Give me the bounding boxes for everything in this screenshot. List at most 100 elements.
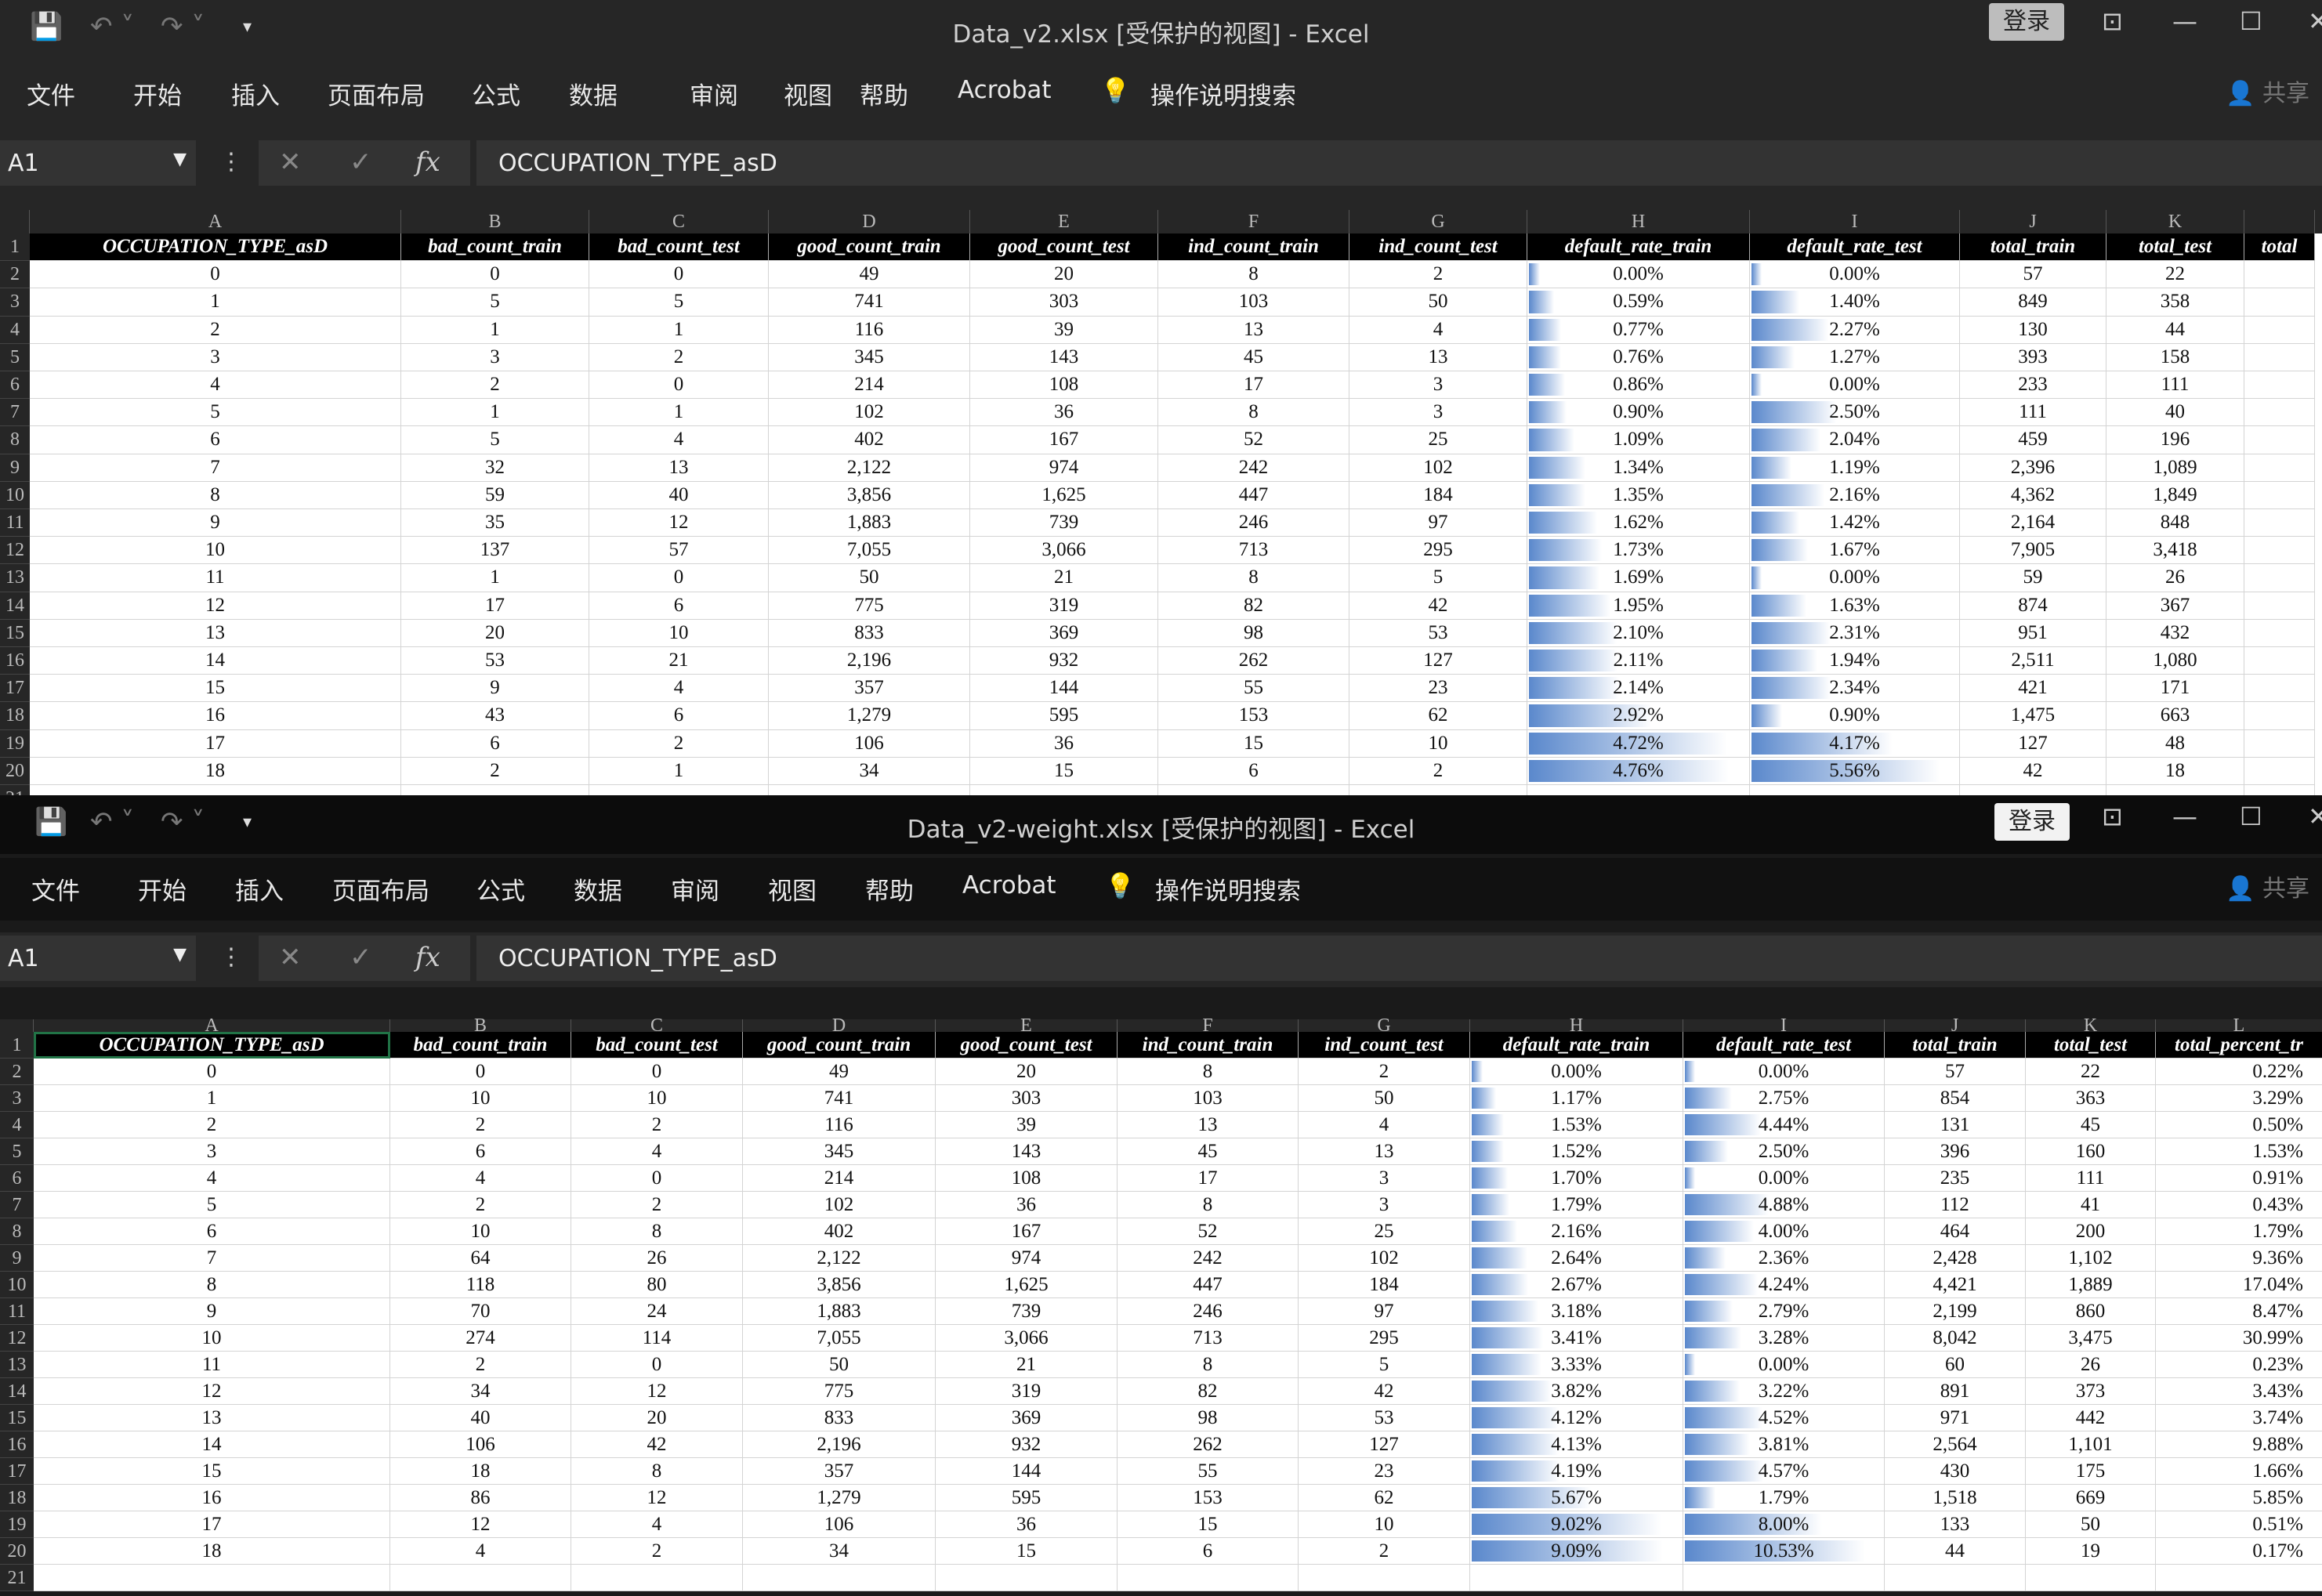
- table-cell[interactable]: 2: [1349, 261, 1527, 289]
- table-cell[interactable]: 36: [970, 399, 1158, 427]
- table-cell[interactable]: 1.53%: [1470, 1112, 1683, 1138]
- login-button[interactable]: 登录: [1994, 803, 2070, 841]
- tell-me-search[interactable]: 操作说明搜索: [1150, 82, 1296, 110]
- table-cell[interactable]: 739: [936, 1298, 1118, 1325]
- table-cell[interactable]: 171: [2106, 675, 2244, 703]
- table-cell[interactable]: 1: [34, 1085, 390, 1112]
- table-cell[interactable]: 0: [589, 371, 769, 400]
- table-cell[interactable]: 42: [571, 1431, 743, 1458]
- table-cell[interactable]: 5: [34, 1192, 390, 1218]
- row-header[interactable]: 10: [0, 481, 30, 509]
- table-cell[interactable]: 2.92%: [1527, 702, 1750, 730]
- table-cell[interactable]: 369: [970, 619, 1158, 647]
- table-cell[interactable]: 45: [1118, 1138, 1299, 1165]
- table-cell[interactable]: 1,625: [936, 1272, 1118, 1298]
- table-cell[interactable]: 13: [589, 454, 769, 482]
- table-cell[interactable]: 167: [970, 426, 1158, 454]
- column-header[interactable]: F: [1158, 210, 1349, 233]
- table-cell[interactable]: 833: [743, 1405, 936, 1431]
- table-cell[interactable]: 3: [1349, 371, 1527, 400]
- table-cell[interactable]: 12: [571, 1378, 743, 1405]
- table-cell[interactable]: 2: [571, 1538, 743, 1565]
- table-cell[interactable]: 0.00%: [1750, 371, 1960, 400]
- table-cell[interactable]: 8: [1158, 261, 1349, 289]
- ribbon-tab[interactable]: 公式: [472, 82, 520, 110]
- table-cell[interactable]: 80: [571, 1272, 743, 1298]
- table-cell[interactable]: 4.44%: [1683, 1112, 1885, 1138]
- table-cell[interactable]: 55: [1158, 675, 1349, 703]
- table-cell[interactable]: 15: [1158, 729, 1349, 758]
- table-cell[interactable]: 775: [743, 1378, 936, 1405]
- more-options-icon[interactable]: ⋮: [219, 943, 243, 971]
- table-cell[interactable]: 2: [401, 757, 589, 785]
- ribbon-tab[interactable]: 页面布局: [332, 878, 429, 906]
- table-cell[interactable]: 144: [970, 675, 1158, 703]
- table-cell[interactable]: 833: [769, 619, 970, 647]
- ribbon-tab[interactable]: 开始: [138, 878, 187, 906]
- table-cell[interactable]: 9.88%: [2156, 1431, 2322, 1458]
- table-cell[interactable]: 13: [1349, 343, 1527, 371]
- table-cell[interactable]: 52: [1158, 426, 1349, 454]
- table-cell[interactable]: 55: [1118, 1458, 1299, 1485]
- table-cell[interactable]: 50: [1349, 288, 1527, 317]
- table-cell[interactable]: 4,421: [1885, 1272, 2026, 1298]
- ribbon-tab[interactable]: 文件: [27, 82, 75, 110]
- table-cell[interactable]: 25: [1349, 426, 1527, 454]
- table-cell[interactable]: [1158, 785, 1349, 795]
- table-cell[interactable]: 0.86%: [1527, 371, 1750, 400]
- table-cell[interactable]: 26: [2106, 564, 2244, 592]
- table-cell[interactable]: 2,428: [1885, 1245, 2026, 1272]
- column-header[interactable]: F: [1118, 1016, 1299, 1035]
- row-header[interactable]: 4: [0, 316, 30, 344]
- row-header[interactable]: 7: [0, 399, 30, 427]
- table-cell[interactable]: 52: [1118, 1218, 1299, 1245]
- table-cell[interactable]: [2244, 261, 2315, 289]
- table-cell[interactable]: 184: [1349, 481, 1527, 509]
- table-cell[interactable]: [2244, 647, 2315, 675]
- table-cell[interactable]: 1: [589, 399, 769, 427]
- table-cell[interactable]: 421: [1960, 675, 2106, 703]
- column-header[interactable]: B: [390, 1016, 571, 1035]
- table-cell[interactable]: 21: [589, 647, 769, 675]
- table-cell[interactable]: 3,475: [2026, 1325, 2156, 1352]
- table-cell[interactable]: 1: [589, 757, 769, 785]
- row-header[interactable]: 14: [0, 1378, 34, 1405]
- undo-icon[interactable]: ↶ ˅: [90, 806, 135, 838]
- enter-icon[interactable]: ✓: [350, 147, 372, 178]
- table-cell[interactable]: 8: [30, 481, 401, 509]
- maximize-icon[interactable]: ☐: [2240, 6, 2262, 36]
- row-header[interactable]: 18: [0, 1485, 34, 1511]
- table-cell[interactable]: 713: [1158, 537, 1349, 565]
- table-cell[interactable]: 4,362: [1960, 481, 2106, 509]
- ribbon-tab[interactable]: 帮助: [865, 878, 914, 906]
- table-cell[interactable]: 22: [2026, 1059, 2156, 1085]
- table-cell[interactable]: 17: [30, 729, 401, 758]
- table-cell[interactable]: 1.62%: [1527, 509, 1750, 537]
- table-cell[interactable]: 21: [936, 1352, 1118, 1378]
- column-header[interactable]: K: [2026, 1016, 2156, 1035]
- table-cell[interactable]: 0.51%: [2156, 1511, 2322, 1538]
- table-cell[interactable]: 26: [571, 1245, 743, 1272]
- table-cell[interactable]: 62: [1349, 702, 1527, 730]
- chevron-down-icon[interactable]: ▼: [173, 150, 187, 169]
- table-cell[interactable]: 4.17%: [1750, 729, 1960, 758]
- table-cell[interactable]: 158: [2106, 343, 2244, 371]
- table-cell[interactable]: 3.41%: [1470, 1325, 1683, 1352]
- table-cell[interactable]: 14: [34, 1431, 390, 1458]
- header-cell[interactable]: ind_count_train: [1158, 233, 1349, 262]
- table-cell[interactable]: 160: [2026, 1138, 2156, 1165]
- table-cell[interactable]: 36: [936, 1192, 1118, 1218]
- header-cell[interactable]: bad_count_train: [401, 233, 589, 262]
- table-cell[interactable]: 22: [2106, 261, 2244, 289]
- table-cell[interactable]: 62: [1299, 1485, 1470, 1511]
- table-cell[interactable]: [2244, 316, 2315, 344]
- header-cell[interactable]: ind_count_test: [1299, 1032, 1470, 1059]
- table-cell[interactable]: 1.79%: [2156, 1218, 2322, 1245]
- column-header[interactable]: A: [34, 1016, 390, 1035]
- table-cell[interactable]: 854: [1885, 1085, 2026, 1112]
- table-cell[interactable]: [571, 1565, 743, 1591]
- customize-quick-access-icon[interactable]: ▾: [243, 812, 252, 832]
- table-cell[interactable]: 6: [390, 1138, 571, 1165]
- row-header[interactable]: 21: [0, 1565, 34, 1591]
- table-cell[interactable]: 1.95%: [1527, 592, 1750, 620]
